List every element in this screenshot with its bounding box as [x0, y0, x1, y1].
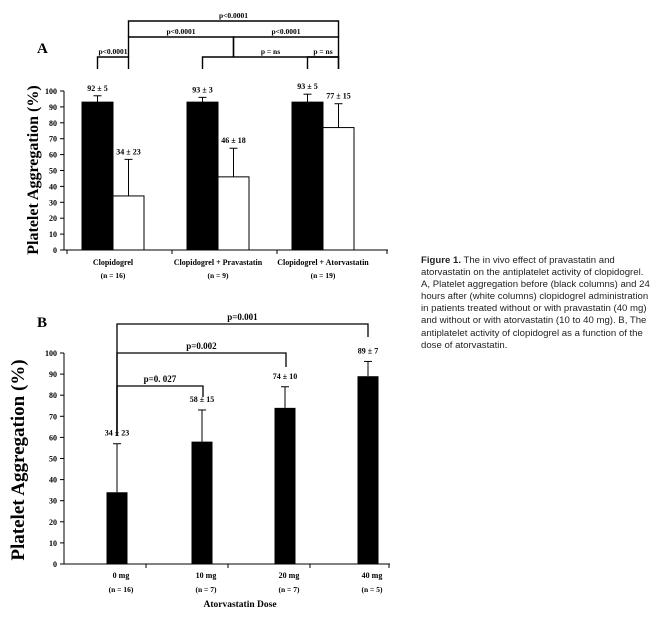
panel-a-p-value: p = ns: [313, 47, 332, 56]
panel-a-p-value: p<0.0001: [98, 47, 127, 56]
panel-a-chart: A Platelet Aggregation (%) 0 10 20 30 40 50 60 70…: [25, 11, 388, 280]
panel-a-data-label: 93 ± 5: [297, 82, 317, 91]
panel-b-p-value: p=0.002: [186, 341, 217, 351]
panel-a-p-value: p<0.0001: [166, 27, 195, 36]
panel-a-y-tick-label: 30: [49, 198, 57, 207]
panel-b-significance-bracket: [116, 385, 204, 436]
panel-a-significance-bracket: [96, 56, 130, 69]
panel-a-bar: [81, 101, 114, 251]
panel-b-x-axis-label: Atorvastatin Dose: [203, 600, 276, 610]
panel-a-letter: A: [37, 41, 48, 57]
panel-b-category-n: (n = 7): [196, 585, 217, 594]
panel-a-y-tick-label: 80: [49, 119, 57, 128]
panel-a-y-tick-label: 40: [49, 182, 57, 191]
panel-b-category-n: (n = 7): [279, 585, 300, 594]
panel-a-y-tick-label: 10: [49, 230, 57, 239]
panel-b-category-n: (n = 16): [109, 585, 134, 594]
panel-b-category-label: 0 mg: [113, 571, 130, 580]
panel-b-y-tick-label: 20: [49, 518, 57, 527]
panel-b-category-label: 20 mg: [279, 571, 300, 580]
panel-a-p-value: p = ns: [261, 47, 280, 56]
panel-a-bar: [112, 195, 145, 251]
panel-a-data-label: 77 ± 15: [326, 92, 350, 101]
panel-a-significance-bracket: [127, 20, 340, 37]
panel-b-significance-bracket: [116, 323, 369, 436]
panel-a-category-n: (n = 16): [101, 271, 126, 280]
panel-a-y-tick-label: 50: [49, 167, 57, 176]
panel-b-y-tick-label: 80: [49, 391, 57, 400]
panel-b-chart: B Platelet Aggregation (%) 0 10 20 30 40 50 60 70…: [8, 312, 390, 610]
panel-b-p-value: p=0. 027: [144, 374, 177, 384]
panel-a-category-n: (n = 19): [311, 271, 336, 280]
panel-a-y-tick-label: 90: [49, 103, 57, 112]
panel-a-bar: [186, 101, 219, 251]
panel-a-y-tick-label: 60: [49, 151, 57, 160]
panel-b-bar: [106, 492, 128, 564]
panel-b-data-label: 89 ± 7: [358, 346, 378, 355]
panel-b-letter: B: [37, 315, 47, 331]
panel-b-y-tick-label: 30: [49, 497, 57, 506]
panel-a-data-label: 93 ± 3: [192, 85, 212, 94]
panel-a-bar: [291, 101, 324, 251]
panel-b-y-tick-label: 10: [49, 539, 57, 548]
panel-a-significance-bracket: [201, 56, 340, 69]
panel-a-category-label: Clopidogrel: [93, 258, 134, 267]
panel-a-data-label: 46 ± 18: [221, 136, 245, 145]
panel-b-y-tick-label: 70: [49, 412, 57, 421]
panel-b-category-n: (n = 5): [362, 585, 383, 594]
panel-b-category-label: 40 mg: [362, 571, 383, 580]
panel-a-p-value: p<0.0001: [271, 27, 300, 36]
panel-b-p-value: p=0.001: [227, 312, 258, 322]
panel-a-data-label: 92 ± 5: [87, 84, 107, 93]
panel-a-y-tick-label: 70: [49, 135, 57, 144]
panel-a-significance-bracket: [127, 36, 235, 57]
panel-a-category-label: Clopidogrel + Atorvastatin: [277, 258, 369, 267]
panel-b-y-tick-label: 0: [53, 560, 57, 569]
panel-b-y-tick-label: 60: [49, 433, 57, 442]
panel-b-data-label: 74 ± 10: [273, 372, 297, 381]
panel-a-y-tick-label: 100: [45, 87, 57, 96]
panel-a-y-tick-label: 0: [53, 246, 57, 255]
panel-b-bar: [191, 441, 213, 564]
panel-b-bar: [274, 407, 296, 564]
panel-a-category-n: (n = 9): [208, 271, 229, 280]
panel-b-bar: [357, 376, 379, 564]
panel-a-y-tick-label: 20: [49, 214, 57, 223]
panel-b-category-label: 10 mg: [196, 571, 217, 580]
panel-b-y-tick-label: 40: [49, 476, 57, 485]
figure-caption: Figure 1. The in vivo effect of pravasta…: [421, 255, 653, 352]
panel-a-significance-bracket: [232, 36, 340, 57]
caption-label: Figure 1.: [421, 255, 461, 266]
caption-text: The in vivo effect of pravastatin and at…: [421, 255, 650, 351]
panel-a-y-axis-label: Platelet Aggregation (%): [25, 85, 42, 254]
panel-b-data-label: 58 ± 15: [190, 395, 214, 404]
panel-a-data-label: 34 ± 23: [116, 147, 140, 156]
panel-b-y-tick-label: 50: [49, 455, 57, 464]
panel-a-bar: [217, 176, 250, 251]
panel-a-p-value: p<0.0001: [219, 11, 248, 20]
panel-b-y-tick-label: 100: [45, 349, 57, 358]
panel-b-y-tick-label: 90: [49, 370, 57, 379]
panel-a-bar: [322, 127, 355, 251]
panel-b-y-axis-label: Platelet Aggregation (%): [8, 359, 29, 560]
panel-a-significance-bracket: [306, 56, 340, 69]
panel-a-category-label: Clopidogrel + Pravastatin: [174, 258, 263, 267]
